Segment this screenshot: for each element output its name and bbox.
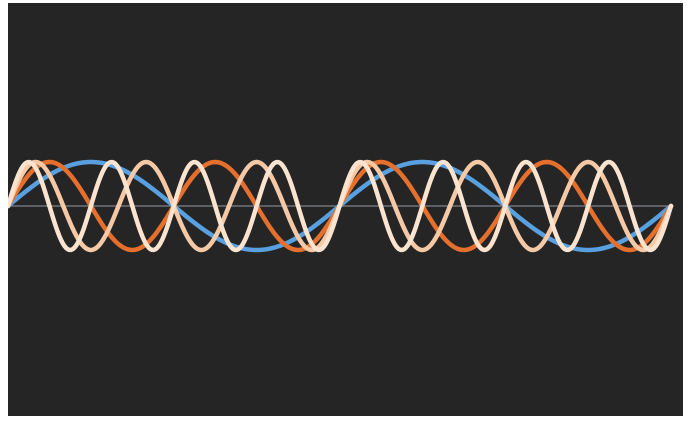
sine-wave-chart [8,159,674,253]
series-layer [8,159,674,253]
plot-panel [8,3,683,416]
series-line-4 [8,159,674,253]
